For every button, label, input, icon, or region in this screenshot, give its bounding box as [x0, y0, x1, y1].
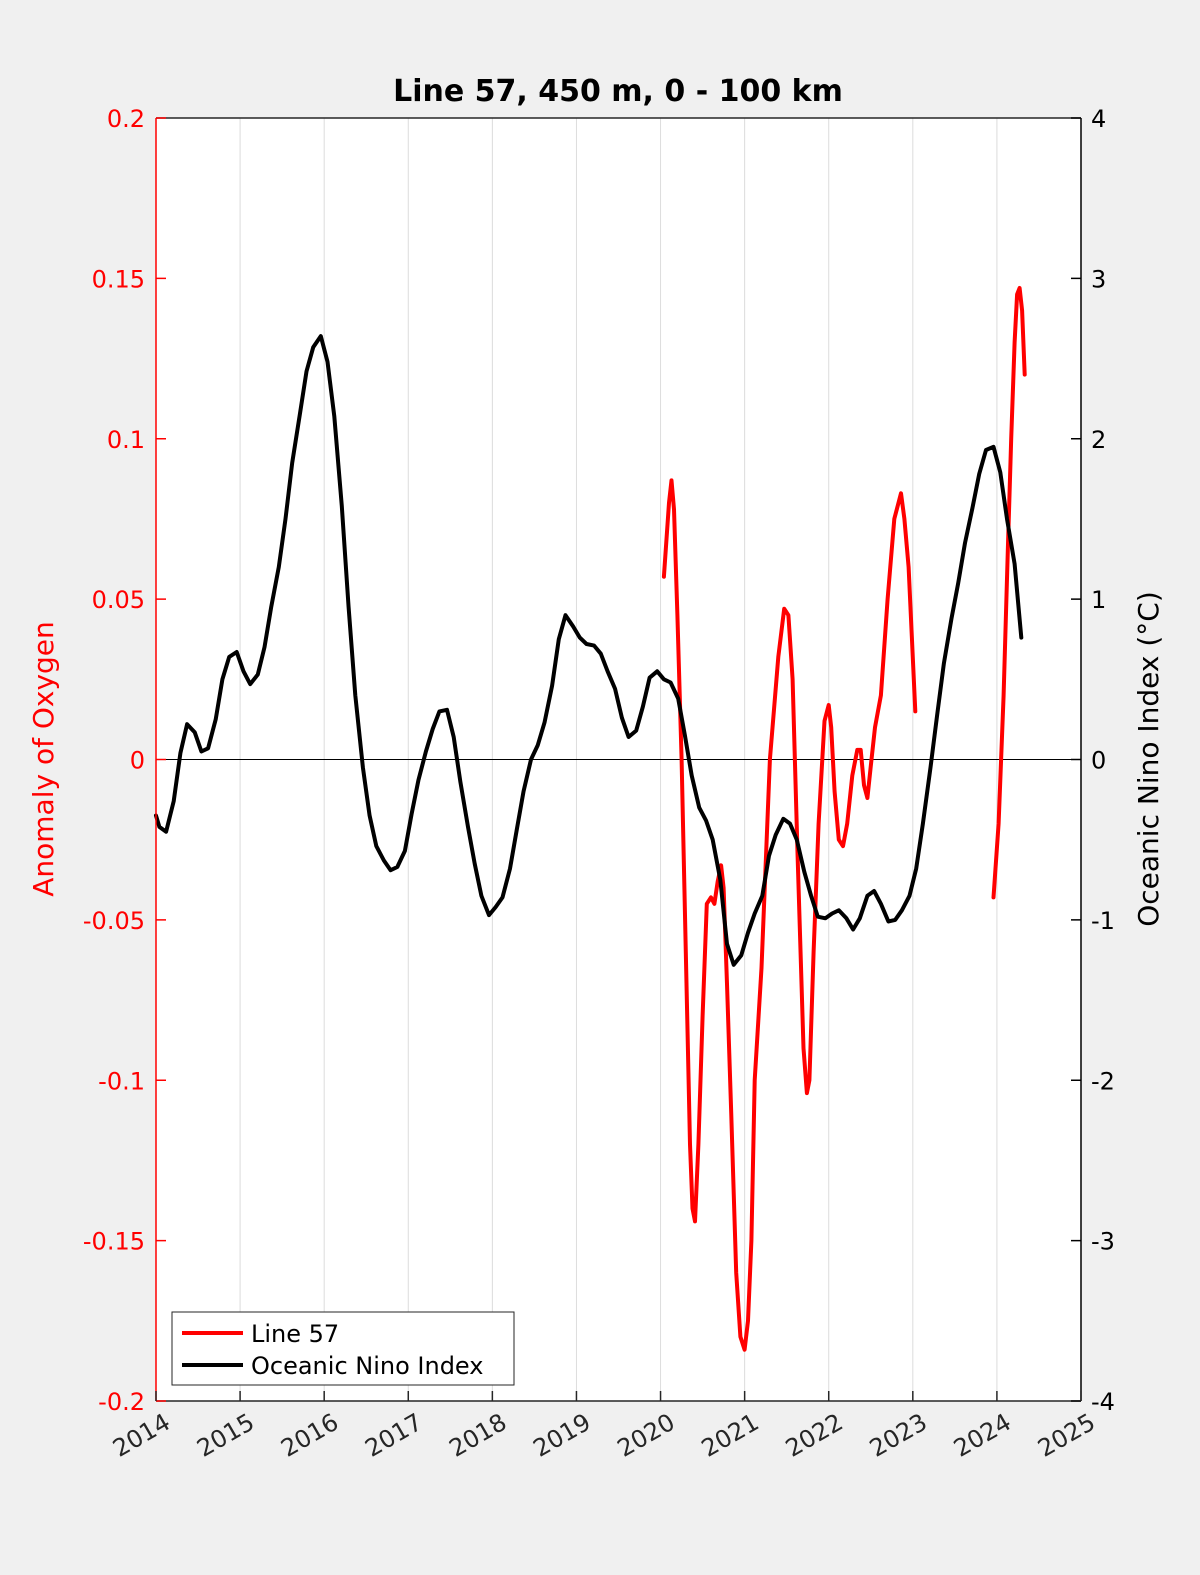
x-tick-label: 2023: [865, 1408, 932, 1463]
left-tick-label: -0.15: [83, 1228, 145, 1256]
right-tick-label: 4: [1091, 105, 1106, 133]
legend-label-line57: Line 57: [251, 1320, 339, 1348]
left-tick-label: 0.2: [107, 105, 145, 133]
x-tick-label: 2017: [360, 1408, 427, 1463]
x-tick-label: 2022: [781, 1408, 848, 1463]
y-axis-label-right: Oceanic Nino Index (°C): [1132, 591, 1165, 927]
legend: Line 57 Oceanic Nino Index: [171, 1311, 515, 1386]
x-tick-label: 2015: [192, 1408, 259, 1463]
x-tick-label: 2019: [529, 1408, 596, 1463]
legend-label-oni: Oceanic Nino Index: [251, 1352, 483, 1380]
left-tick-label: 0.1: [107, 426, 145, 454]
left-tick-label: 0.05: [92, 586, 145, 614]
left-tick-label: 0.15: [92, 265, 145, 293]
right-axis-ticks: -4 -3 -2 -1 0 1 2 3 4: [1071, 105, 1115, 1416]
left-tick-label: -0.05: [83, 907, 145, 935]
x-tick-label: 2016: [276, 1408, 343, 1463]
left-axis-ticks: -0.2 -0.15 -0.1 -0.05 0 0.05 0.1 0.15 0.2: [83, 105, 166, 1416]
x-tick-label: 2021: [697, 1408, 764, 1463]
right-tick-label: 3: [1091, 265, 1106, 293]
left-tick-label: 0: [130, 747, 145, 775]
chart-title: Line 57, 450 m, 0 - 100 km: [393, 74, 843, 109]
right-tick-label: -2: [1091, 1067, 1115, 1095]
left-tick-label: -0.1: [98, 1067, 145, 1095]
right-tick-label: 2: [1091, 426, 1106, 454]
x-tick-label: 2018: [444, 1408, 511, 1463]
x-tick-label: 2025: [1033, 1408, 1100, 1463]
x-tick-label: 2014: [108, 1408, 175, 1463]
x-axis-ticks: 2014 2015 2016 2017 2018 2019 2020 2021 2022 2023…: [108, 1391, 1100, 1463]
series-line57-line: [661, 478, 918, 1352]
left-tick-label: -0.2: [98, 1388, 145, 1416]
x-tick-label: 2024: [949, 1408, 1016, 1463]
series-oni-line: [154, 334, 1024, 967]
x-tick-label: 2020: [613, 1408, 680, 1463]
y-axis-label-left: Anomaly of Oxygen: [27, 621, 60, 897]
right-tick-label: -4: [1091, 1388, 1115, 1416]
series-line57-line: [991, 286, 1027, 900]
series-layer: [154, 286, 1027, 1352]
right-tick-label: 0: [1091, 747, 1106, 775]
legend-box: [171, 1311, 515, 1386]
right-tick-label: -3: [1091, 1228, 1115, 1256]
right-tick-label: -1: [1091, 907, 1115, 935]
right-tick-label: 1: [1091, 586, 1106, 614]
